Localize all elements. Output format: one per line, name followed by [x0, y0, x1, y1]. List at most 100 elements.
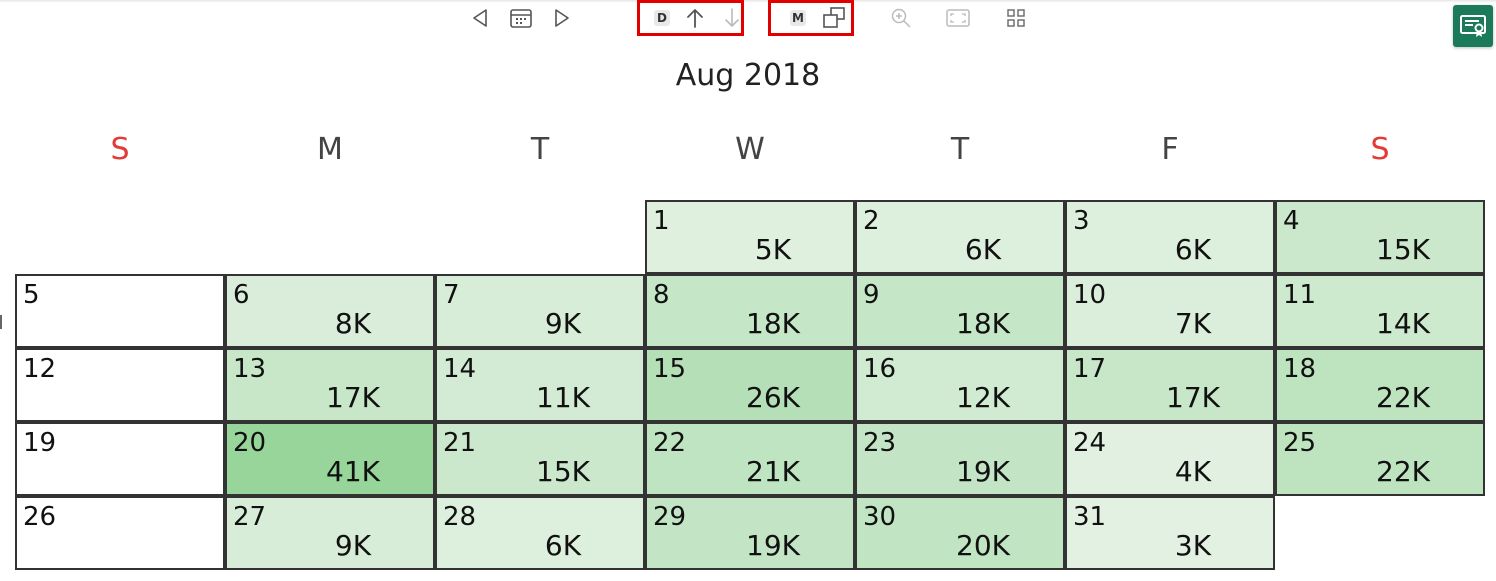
- calendar-day-cell[interactable]: 3 6K: [1065, 200, 1275, 274]
- calendar-day-cell[interactable]: 24 4K: [1065, 422, 1275, 496]
- day-number: 5: [23, 280, 40, 310]
- day-number: 13: [233, 354, 267, 384]
- calendar-day-cell[interactable]: 10 7K: [1065, 274, 1275, 348]
- calendar-picker-button[interactable]: [508, 6, 534, 30]
- fullscreen-icon: [946, 9, 970, 27]
- calendar-day-cell[interactable]: 9 18K: [855, 274, 1065, 348]
- day-number: 20: [233, 428, 267, 458]
- day-value: 15K: [1376, 233, 1430, 266]
- day-value: 21K: [746, 455, 800, 488]
- more-options-button[interactable]: [1005, 6, 1027, 30]
- calendar-day-cell[interactable]: 26: [15, 496, 225, 570]
- view-mode-label: M: [790, 10, 806, 26]
- day-value: 18K: [746, 307, 800, 340]
- day-value: 41K: [326, 455, 380, 488]
- calendar-day-cell[interactable]: 8 18K: [645, 274, 855, 348]
- day-number: 30: [863, 502, 897, 532]
- calendar-day-cell[interactable]: 20 41K: [225, 422, 435, 496]
- day-value: 19K: [746, 529, 800, 562]
- drill-mode-label: D: [654, 10, 670, 26]
- calendar-day-cell[interactable]: 17 17K: [1065, 348, 1275, 422]
- weekday-label: T: [950, 132, 970, 167]
- calendar-day-cell[interactable]: 22 21K: [645, 422, 855, 496]
- day-value: 22K: [1376, 381, 1430, 414]
- calendar-day-cell[interactable]: 14 11K: [435, 348, 645, 422]
- day-value: 6K: [1174, 233, 1212, 266]
- calendar-day-cell[interactable]: 12: [15, 348, 225, 422]
- calendar-day-cell[interactable]: 2 6K: [855, 200, 1065, 274]
- day-number: 7: [443, 280, 460, 310]
- visual-toolbar: D M: [0, 0, 1496, 40]
- day-number: 22: [653, 428, 687, 458]
- focus-mode-button[interactable]: [944, 6, 972, 30]
- day-number: 15: [653, 354, 687, 384]
- day-value: 14K: [1376, 307, 1430, 340]
- calendar-day-cell[interactable]: 23 19K: [855, 422, 1065, 496]
- duplicate-windows-icon: [823, 7, 845, 28]
- calendar-day-cell[interactable]: 13 17K: [225, 348, 435, 422]
- day-number: 2: [863, 206, 880, 236]
- calendar-day-cell[interactable]: 19: [15, 422, 225, 496]
- day-number: 27: [233, 502, 267, 532]
- day-number: 4: [1283, 206, 1300, 236]
- expand-hierarchy-button[interactable]: [820, 6, 848, 30]
- day-number: 24: [1073, 428, 1107, 458]
- previous-period-button[interactable]: [470, 6, 490, 30]
- zoom-in-button[interactable]: [890, 6, 912, 30]
- day-number: 26: [23, 502, 57, 532]
- day-value: 15K: [536, 455, 590, 488]
- day-value: 11K: [536, 381, 590, 414]
- certificate-icon: [1460, 15, 1486, 37]
- calendar-icon: [510, 9, 532, 28]
- triangle-left-icon: [473, 9, 487, 27]
- calendar-day-cell[interactable]: 5: [15, 274, 225, 348]
- next-period-button[interactable]: [552, 6, 572, 30]
- calendar-day-cell[interactable]: 7 9K: [435, 274, 645, 348]
- day-number: 28: [443, 502, 477, 532]
- calendar-day-cell[interactable]: 11 14K: [1275, 274, 1485, 348]
- calendar-day-cell[interactable]: 28 6K: [435, 496, 645, 570]
- day-value: 7K: [1174, 307, 1212, 340]
- day-number: 17: [1073, 354, 1107, 384]
- calendar-day-cell[interactable]: 4 15K: [1275, 200, 1485, 274]
- day-number: 11: [1283, 280, 1317, 310]
- drill-mode-button[interactable]: D: [652, 6, 672, 30]
- day-value: 17K: [326, 381, 380, 414]
- drill-down-button[interactable]: [722, 6, 742, 30]
- calendar-title: Aug 2018: [675, 58, 821, 93]
- calendar-day-cell[interactable]: 16 12K: [855, 348, 1065, 422]
- arrow-up-icon: [687, 9, 703, 28]
- grid-icon: [1007, 9, 1025, 27]
- zoom-in-icon: [891, 8, 911, 28]
- arrow-down-icon: [725, 8, 739, 27]
- day-number: 16: [863, 354, 897, 384]
- day-value: 9K: [334, 529, 372, 562]
- day-value: 4K: [1174, 455, 1212, 488]
- day-number: 19: [23, 428, 57, 458]
- calendar-day-cell[interactable]: 1 5K: [645, 200, 855, 274]
- day-number: 3: [1073, 206, 1090, 236]
- day-number: 1: [653, 206, 670, 236]
- day-number: 23: [863, 428, 897, 458]
- mode-controls-highlight: [768, 0, 854, 36]
- weekday-label: M: [317, 132, 343, 167]
- drill-up-button[interactable]: [684, 6, 706, 30]
- day-number: 29: [653, 502, 687, 532]
- calendar-day-cell[interactable]: 25 22K: [1275, 422, 1485, 496]
- day-number: 31: [1073, 502, 1107, 532]
- calendar-day-cell[interactable]: 21 15K: [435, 422, 645, 496]
- day-number: 10: [1073, 280, 1107, 310]
- calendar-day-cell[interactable]: 30 20K: [855, 496, 1065, 570]
- calendar-day-cell[interactable]: 27 9K: [225, 496, 435, 570]
- calendar-day-cell[interactable]: 29 19K: [645, 496, 855, 570]
- calendar-day-cell[interactable]: 15 26K: [645, 348, 855, 422]
- day-number: 6: [233, 280, 250, 310]
- day-value: 6K: [544, 529, 582, 562]
- view-mode-button[interactable]: M: [788, 6, 808, 30]
- calendar-day-cell[interactable]: 18 22K: [1275, 348, 1485, 422]
- calendar-day-cell[interactable]: 6 8K: [225, 274, 435, 348]
- calendar-day-cell[interactable]: 31 3K: [1065, 496, 1275, 570]
- day-value: 3K: [1174, 529, 1212, 562]
- side-panel-button[interactable]: [1453, 5, 1493, 47]
